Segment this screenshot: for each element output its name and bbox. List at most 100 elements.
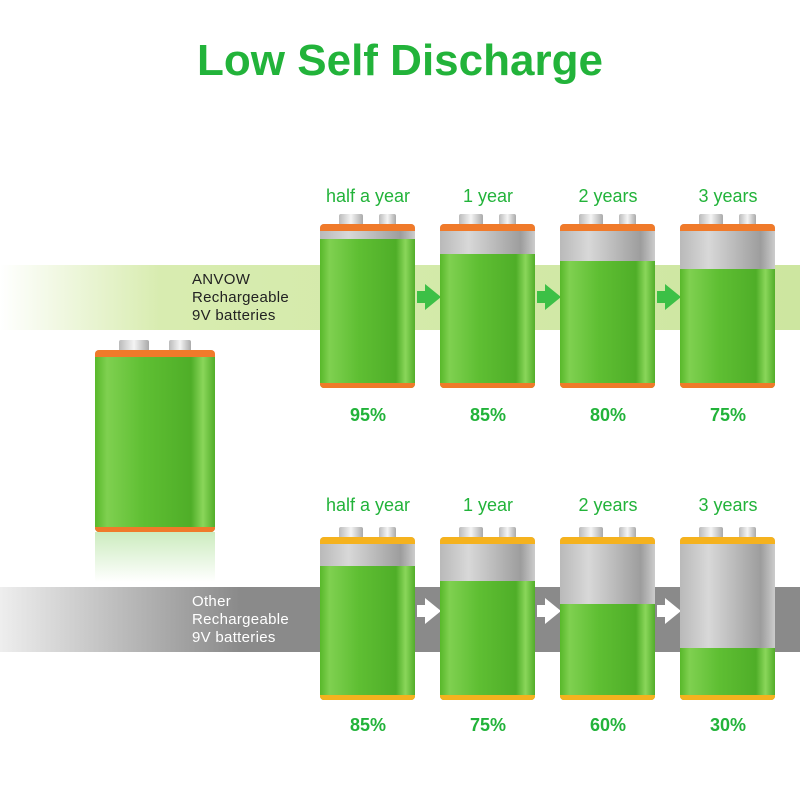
battery-level: [440, 214, 535, 388]
battery-terminal-icon: [579, 527, 603, 537]
battery-level: [320, 214, 415, 388]
battery-fill: [440, 581, 535, 700]
battery-body: [560, 224, 655, 388]
period-label: 2 years: [578, 186, 638, 206]
battery-reflection: [95, 532, 215, 582]
battery-body: [440, 537, 535, 700]
arrow-right-icon: [425, 284, 441, 310]
arrow-stem: [657, 605, 666, 617]
anvow-label-line: 9V batteries: [192, 307, 276, 324]
percent-label: 80%: [589, 405, 627, 425]
period-label: 1 year: [462, 495, 514, 515]
battery-level: [440, 527, 535, 700]
battery-body: [320, 224, 415, 388]
anvow-label-line: Rechargeable: [192, 289, 289, 306]
percent-label: 75%: [709, 405, 747, 425]
arrow-right-icon: [545, 598, 561, 624]
battery-fill: [560, 261, 655, 388]
anvow-label: ANVOW Rechargeable 9V batteries: [192, 271, 289, 325]
battery-cap-top: [560, 224, 655, 231]
battery-terminal-icon: [498, 527, 516, 537]
battery-fill: [560, 603, 655, 700]
battery-fill: [440, 253, 535, 388]
battery-fill: [95, 357, 215, 532]
battery-terminal-icon: [378, 214, 396, 224]
battery-fill: [680, 648, 775, 700]
percent-label: 75%: [469, 715, 507, 735]
battery-terminal-icon: [738, 214, 756, 224]
battery-level: [680, 527, 775, 700]
battery-terminal-icon: [459, 214, 483, 224]
battery-cap-bottom: [440, 383, 535, 388]
battery-cap-top: [440, 537, 535, 544]
battery-level: [560, 527, 655, 700]
arrow-right-icon: [665, 598, 681, 624]
battery-terminal-icon: [339, 527, 363, 537]
arrow-stem: [537, 605, 546, 617]
battery-body: [560, 537, 655, 700]
battery-terminal-icon: [498, 214, 516, 224]
battery-cap-top: [680, 537, 775, 544]
battery-level: [320, 527, 415, 700]
battery-terminal-icon: [459, 527, 483, 537]
anvow-label-line: ANVOW: [192, 271, 251, 288]
battery-terminal-icon: [169, 340, 191, 350]
battery-cap-top: [95, 350, 215, 357]
arrow-stem: [537, 291, 546, 303]
battery-cap-top: [680, 224, 775, 231]
page-title: Low Self Discharge: [197, 36, 603, 85]
arrow-stem: [657, 291, 666, 303]
percent-label: 95%: [349, 405, 387, 425]
period-label: half a year: [325, 186, 411, 206]
period-label: half a year: [325, 495, 411, 515]
battery-cap-bottom: [320, 695, 415, 700]
battery-body: [680, 224, 775, 388]
battery-terminal-icon: [738, 527, 756, 537]
other-label-line: Rechargeable: [192, 611, 289, 628]
other-label: Other Rechargeable 9V batteries: [192, 593, 289, 647]
arrow-right-icon: [425, 598, 441, 624]
battery-cap-top: [440, 224, 535, 231]
period-label: 1 year: [462, 186, 514, 206]
battery-terminal-icon: [579, 214, 603, 224]
battery-fill: [320, 566, 415, 700]
percent-label: 30%: [709, 715, 747, 735]
battery-cap-bottom: [560, 695, 655, 700]
arrow-right-icon: [665, 284, 681, 310]
battery-terminal-icon: [699, 527, 723, 537]
battery-body: [320, 537, 415, 700]
period-label: 3 years: [698, 186, 758, 206]
battery-level: [560, 214, 655, 388]
other-label-line: Other: [192, 593, 232, 610]
percent-label: 85%: [349, 715, 387, 735]
period-label: 3 years: [698, 495, 758, 515]
battery-body: [680, 537, 775, 700]
arrow-stem: [417, 291, 426, 303]
battery-cap-top: [320, 537, 415, 544]
percent-label: 60%: [589, 715, 627, 735]
battery-terminal-icon: [119, 340, 149, 350]
battery-terminal-icon: [339, 214, 363, 224]
battery-terminal-icon: [378, 527, 396, 537]
arrow-right-icon: [545, 284, 561, 310]
period-label: 2 years: [578, 495, 638, 515]
battery-cap-bottom: [320, 383, 415, 388]
battery-fill: [320, 238, 415, 388]
battery-cap-bottom: [560, 383, 655, 388]
hero-battery: [95, 340, 215, 532]
other-label-line: 9V batteries: [192, 629, 276, 646]
battery-cap-bottom: [680, 695, 775, 700]
arrow-stem: [417, 605, 426, 617]
battery-cap-bottom: [440, 695, 535, 700]
percent-label: 85%: [469, 405, 507, 425]
battery-level: [680, 214, 775, 388]
battery-terminal-icon: [699, 214, 723, 224]
battery-terminal-icon: [618, 527, 636, 537]
battery-cap-bottom: [680, 383, 775, 388]
battery-cap-top: [320, 224, 415, 231]
battery-fill: [680, 268, 775, 388]
battery-cap-top: [560, 537, 655, 544]
battery-body: [440, 224, 535, 388]
battery-body: [95, 350, 215, 532]
